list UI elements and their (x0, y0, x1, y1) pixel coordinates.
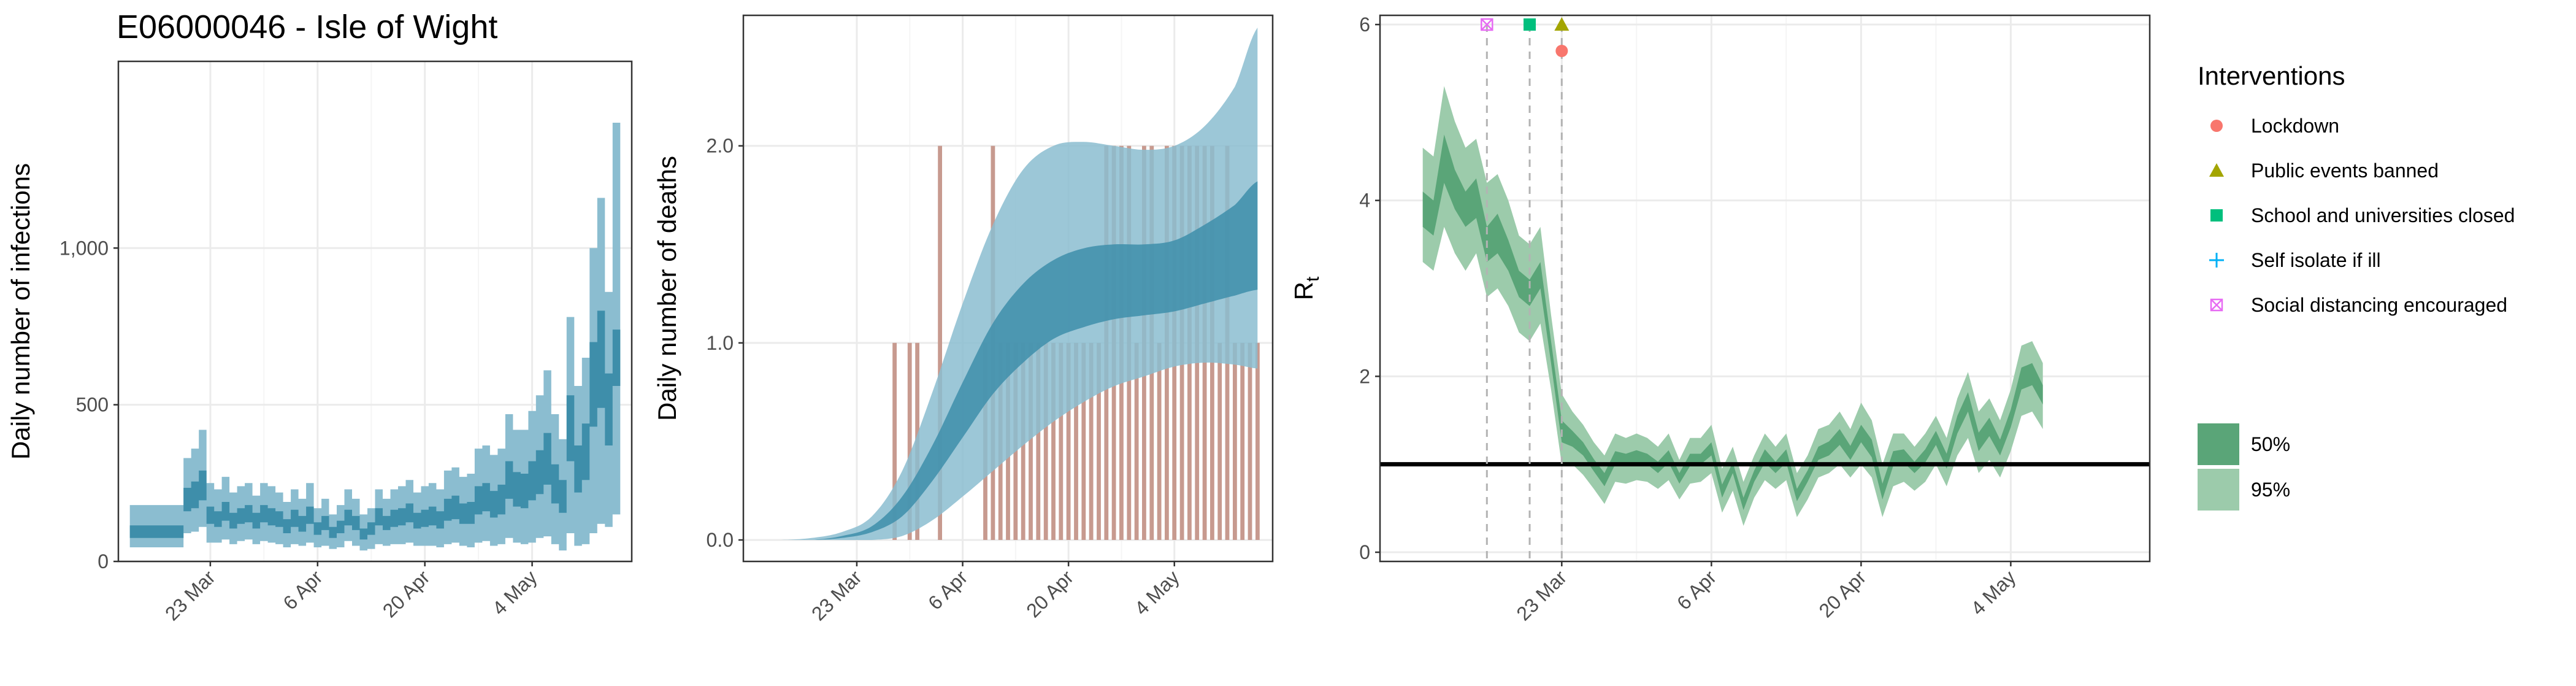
boxx-cross (1481, 18, 1493, 31)
x-tick-label: 23 Mar (807, 566, 866, 625)
x-tick-label: 4 May (1966, 566, 2020, 619)
legend-band-swatch (2198, 469, 2239, 511)
y-axis-label: Daily number of deaths (653, 156, 681, 421)
rt-band-50 (1422, 134, 2043, 511)
y-tick-label: 4 (1359, 190, 1370, 212)
y-tick-label: 0 (98, 550, 109, 572)
legend-item: Self isolate if ill (2209, 249, 2381, 271)
x-tick-label: 6 Apr (1673, 566, 1721, 614)
legend-key-square (2210, 209, 2223, 222)
y-axis-label-subscript: t (1303, 276, 1323, 282)
boxx-outline (1481, 18, 1493, 31)
infection-band-95 (129, 123, 621, 551)
y-tick-label: 500 (76, 394, 109, 416)
intervention-marker-square (1524, 18, 1536, 31)
legend-label: Social distancing encouraged (2251, 294, 2507, 316)
y-tick-label: 1,000 (59, 237, 109, 259)
legend-band-swatch (2198, 423, 2239, 465)
plot-border (742, 14, 1274, 563)
boxx-cross (2210, 299, 2223, 311)
plot-border (117, 60, 633, 563)
intervention-marker-boxx (1481, 18, 1493, 31)
x-tick-label: 23 Mar (1512, 566, 1571, 625)
x-tick-label: 6 Apr (278, 566, 327, 614)
legend-label: School and universities closed (2251, 204, 2515, 226)
y-axis-label-text: R (1289, 282, 1318, 300)
death-bar (1036, 342, 1041, 540)
death-bar (1059, 342, 1064, 540)
x-tick-label: 20 Apr (378, 566, 434, 622)
death-bar (1157, 342, 1162, 540)
death-bar (1248, 342, 1252, 540)
y-axis-label: Daily number of infections (6, 163, 35, 460)
death-bar (938, 145, 942, 540)
y-axis-label-text: Daily number of infections (6, 163, 35, 460)
death-bar (1074, 342, 1078, 540)
death-bar (1066, 342, 1071, 540)
intervention-marker-circle (1555, 45, 1568, 57)
death-bar (1255, 342, 1260, 540)
rt-panel: 0 2 4 6 23 Mar 6 Apr 20 Apr 4 May Rt (1289, 13, 2151, 625)
x-tick-label: 4 May (488, 566, 541, 619)
death-bar (1051, 342, 1056, 540)
x-tick-label: 4 May (1130, 566, 1184, 619)
boxx-outline (2210, 298, 2223, 312)
death-bar (892, 342, 897, 540)
y-tick-label: 2.0 (707, 135, 734, 157)
legend-title: Interventions (2198, 61, 2345, 90)
x-tick-label: 6 Apr (924, 566, 972, 614)
legend-key-circle (2210, 120, 2223, 132)
y-tick-label: 0.0 (707, 529, 734, 551)
intervention-lines (1485, 25, 1563, 561)
legend-item: Lockdown (2210, 115, 2339, 137)
grid (118, 61, 632, 563)
legend-label: Lockdown (2251, 115, 2339, 137)
death-bar (907, 342, 912, 540)
deaths-panel: 0.0 1.0 2.0 23 Mar 6 Apr 20 Apr 4 May Daily num… (653, 14, 1274, 625)
death-bar (1081, 342, 1086, 540)
legend-item: Public events banned (2209, 160, 2439, 182)
death-bar (1097, 342, 1101, 540)
legend-key-boxx (2210, 298, 2223, 312)
deaths-band-50 (781, 181, 1258, 540)
death-bar (1134, 342, 1139, 540)
legend: Interventions Lockdown Public events banne… (2198, 61, 2515, 511)
y-tick-label: 6 (1359, 13, 1370, 36)
y-tick-label: 2 (1359, 365, 1370, 387)
legend-item: Social distancing encouraged (2210, 294, 2507, 316)
legend-band-item: 95% (2198, 469, 2290, 511)
y-axis-label: Rt (1289, 276, 1323, 300)
death-bar (1233, 342, 1237, 540)
legend-band-label: 50% (2251, 433, 2290, 455)
infections-panel: 0 500 1,000 23 Mar 6 Apr 20 Apr 4 May Daily num… (6, 60, 633, 625)
y-tick-label: 1.0 (707, 332, 734, 354)
death-bar (1240, 342, 1245, 540)
death-bar (1217, 342, 1222, 540)
x-tick-label: 23 Mar (161, 566, 220, 625)
legend-band-item: 50% (2198, 423, 2290, 465)
y-axis-label-text: Daily number of deaths (653, 156, 681, 421)
y-tick-label: 0 (1359, 541, 1370, 563)
death-bar (1043, 342, 1048, 540)
intervention-markers (1481, 17, 1570, 57)
death-bar (1089, 342, 1094, 540)
x-tick-label: 20 Apr (1814, 566, 1870, 622)
page-title: E06000046 - Isle of Wight (117, 9, 497, 45)
legend-label: Public events banned (2251, 160, 2439, 182)
legend-key-triangle (2209, 163, 2224, 177)
intervention-marker-triangle (1554, 17, 1570, 31)
legend-key-plus (2209, 253, 2224, 268)
death-bar (1029, 342, 1033, 540)
legend-label: Self isolate if ill (2251, 249, 2381, 271)
plot-border (1379, 14, 2151, 563)
legend-band-label: 95% (2251, 479, 2290, 501)
deaths-band-95 (781, 28, 1258, 540)
rt-band-95 (1422, 86, 2043, 526)
x-tick-label: 20 Apr (1022, 566, 1078, 622)
legend-item: School and universities closed (2210, 204, 2515, 226)
